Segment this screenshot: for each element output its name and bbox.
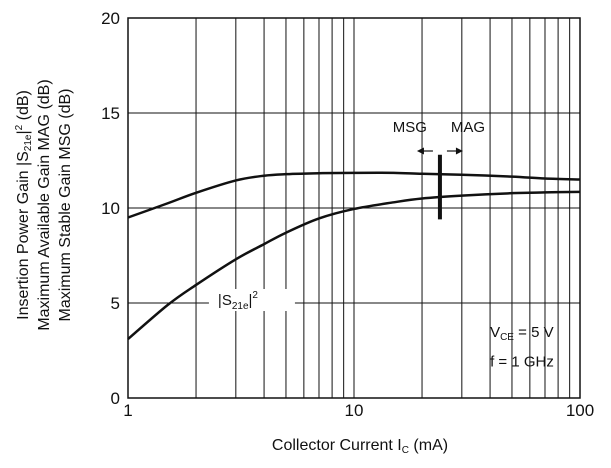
y-tick-label: 0 (111, 389, 120, 408)
y-tick-label: 10 (101, 199, 120, 218)
s21e-label-bg (208, 289, 295, 311)
x-tick-label: 1 (123, 401, 132, 420)
chart-annotations: MSG MAG |S21e|2 VCE = 5 V f = 1 GHz (208, 119, 554, 371)
y-tick-label: 5 (111, 294, 120, 313)
x-axis-label: Collector Current IC (mA) (272, 437, 448, 456)
tick-labels: 1 10 100 0 5 10 15 20 (101, 9, 594, 420)
y-tick-label: 20 (101, 9, 120, 28)
msg-label: MSG (393, 119, 427, 136)
msg-mag-curve (127, 171, 581, 219)
series-lines (127, 171, 581, 341)
y-axis-label-line: Maximum Stable Gain MSG (dB) (57, 89, 74, 322)
plot-frame-border (127, 17, 581, 399)
y-tick-label: 15 (101, 104, 120, 123)
x-tick-label: 10 (345, 401, 364, 420)
grid-lines (128, 18, 580, 398)
condition-frequency-label: f = 1 GHz (490, 354, 554, 371)
mag-label: MAG (451, 119, 485, 136)
msg-arrowhead-icon (416, 147, 424, 155)
s21e-label: |S21e|2 (218, 290, 259, 312)
s21e-curve (127, 190, 581, 341)
y-axis-label-line: Insertion Power Gain |S21e|2 (dB) (14, 90, 34, 320)
y-axis-label-line: Maximum Available Gain MAG (dB) (36, 79, 53, 330)
x-tick-label: 100 (566, 401, 594, 420)
plot-frame (127, 17, 581, 399)
mag-arrowhead-icon (455, 147, 463, 155)
condition-vce-label: VCE = 5 V (490, 324, 554, 343)
axis-labels: Collector Current IC (mA) Insertion Power… (14, 79, 448, 456)
